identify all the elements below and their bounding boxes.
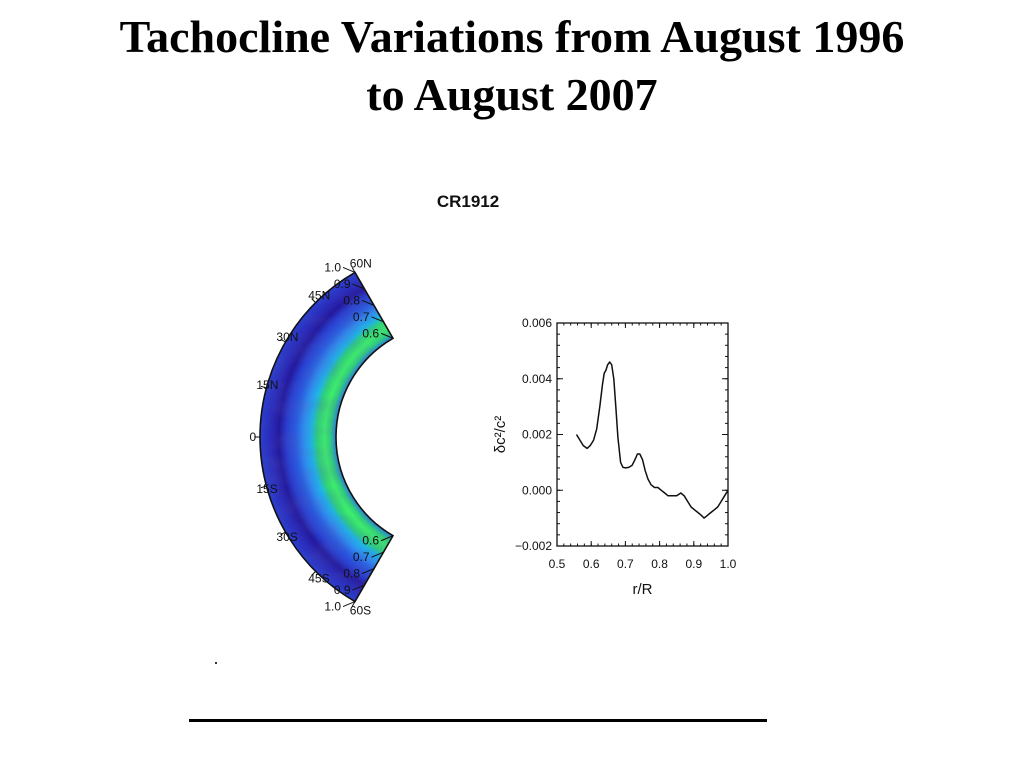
- y-tick-label: 0.002: [522, 428, 552, 442]
- polar-radial-tick: [371, 551, 384, 558]
- polar-radial-tick-label: 0.9: [334, 583, 351, 597]
- polar-radial-tick-label: 1.0: [324, 600, 341, 614]
- polar-radial-tick-label: 0.6: [362, 326, 379, 340]
- x-tick-label: 0.6: [583, 557, 600, 571]
- polar-radial-tick: [380, 535, 394, 542]
- polar-latitude-tick: [311, 570, 317, 576]
- x-tick-label: 1.0: [720, 557, 737, 571]
- line-chart-frame: [556, 322, 729, 547]
- polar-latitude-tick: [260, 385, 267, 389]
- polar-latitude-tick: [351, 601, 356, 607]
- slide-title: Tachocline Variations from August 1996 t…: [40, 8, 984, 124]
- polar-radial-tick-label: 0.7: [353, 310, 370, 324]
- polar-radial-tick: [352, 584, 365, 591]
- polar-radial-ticks: 0.6 0.6 0.7 0.7 0.8 0.8 0.9 0.9 1.0 1.0: [324, 260, 394, 614]
- x-tick-label: 0.9: [685, 557, 702, 571]
- polar-heatmap: CR1912 0.6 0.6 0.7 0.7 0.8 0.8 0.9 0.9 1.0 1.0 60…: [250, 192, 500, 618]
- polar-latitude-tick-label: 30S: [276, 530, 297, 544]
- slide-speck: [215, 662, 217, 664]
- polar-latitude-tick-label: 15S: [256, 482, 277, 496]
- y-tick-label: 0.004: [522, 372, 552, 386]
- polar-radial-tick: [371, 316, 384, 323]
- polar-radial-tick-label: 0.8: [343, 567, 360, 581]
- polar-radial-tick: [380, 332, 394, 339]
- y-tick-label: 0.006: [522, 316, 552, 330]
- polar-radial-tick: [342, 601, 356, 608]
- line-series: [575, 361, 729, 519]
- polar-radial-tick: [361, 299, 375, 306]
- x-tick-label: 0.5: [549, 557, 566, 571]
- polar-latitude-ticks: 60N 45N 30N 15N 0 15S 30S 45S 60S: [250, 256, 372, 617]
- polar-heatmap-outline: [259, 271, 395, 603]
- polar-radial-tick-label: 0.6: [362, 534, 379, 548]
- polar-radial-tick: [352, 283, 365, 290]
- polar-latitude-tick-label: 30N: [276, 330, 298, 344]
- polar-latitude-tick-label: 60N: [350, 256, 372, 270]
- polar-heatmap-title: CR1912: [437, 192, 499, 211]
- polar-latitude-tick-label: 60S: [350, 604, 371, 618]
- polar-latitude-tick-label: 45S: [308, 572, 329, 586]
- polar-latitude-tick: [351, 267, 356, 273]
- line-chart-series-group: [575, 361, 729, 519]
- polar-latitude-tick: [280, 338, 286, 343]
- slide-title-line-1: Tachocline Variations from August 1996: [119, 11, 905, 62]
- line-chart-ylabel: δc²/c²: [492, 416, 509, 454]
- polar-radial-tick: [342, 266, 356, 273]
- line-chart-ticks: 0.5 0.6 0.7 0.8 0.9 1.0 −0.002 0.000 0.002 0.004 0…: [515, 316, 737, 571]
- polar-radial-tick-label: 0.8: [343, 293, 360, 307]
- slide-title-line-2: to August 2007: [366, 69, 658, 120]
- line-chart-xlabel: r/R: [633, 581, 653, 598]
- y-tick-label: 0.000: [522, 483, 552, 497]
- polar-latitude-tick-label: 45N: [308, 288, 330, 302]
- polar-latitude-tick: [260, 485, 267, 489]
- y-tick-label: −0.002: [515, 539, 552, 553]
- line-chart: 0.5 0.6 0.7 0.8 0.9 1.0 −0.002 0.000 0.002 0.004 0…: [492, 316, 737, 598]
- polar-radial-tick-label: 1.0: [324, 260, 341, 274]
- polar-radial-tick: [361, 568, 375, 575]
- slide-divider-line: [189, 719, 767, 722]
- polar-latitude-tick-label: 0: [250, 430, 257, 444]
- polar-latitude-tick: [280, 531, 286, 536]
- polar-latitude-tick-label: 15N: [256, 378, 278, 392]
- polar-radial-tick-label: 0.9: [334, 277, 351, 291]
- x-tick-label: 0.7: [617, 557, 634, 571]
- x-tick-label: 0.8: [651, 557, 668, 571]
- polar-latitude-tick: [311, 298, 317, 304]
- polar-radial-tick-label: 0.7: [353, 550, 370, 564]
